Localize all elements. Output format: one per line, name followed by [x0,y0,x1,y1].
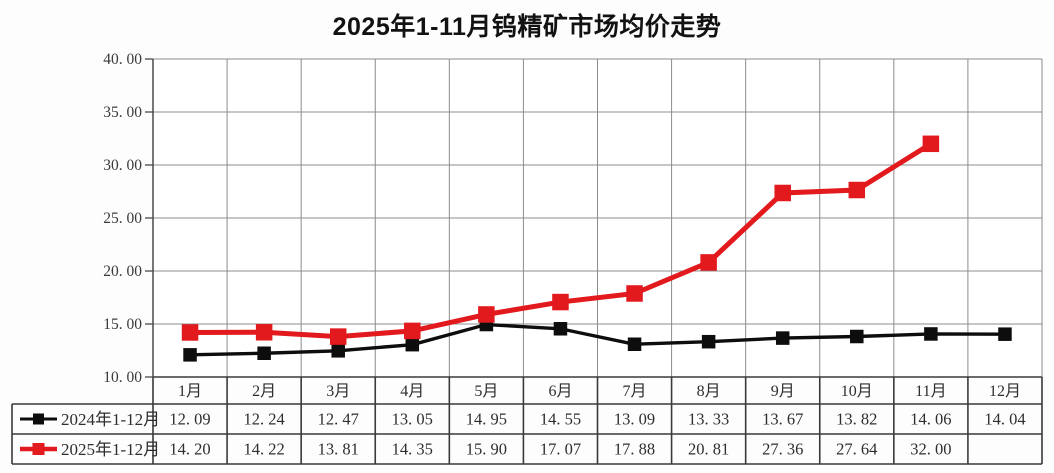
legend-label: 2024年1-12月 [61,410,160,429]
data-point-2025 [329,328,347,345]
data-point-2024 [775,331,790,345]
month-header-cell: 11月 [915,383,946,400]
data-point-2025 [848,181,866,199]
y-axis-label: 35. 00 [103,104,142,121]
month-header-cell: 8月 [697,383,721,400]
month-header-cell: 3月 [326,383,350,400]
table-cell: 15. 90 [466,440,507,459]
data-point-2024 [701,334,716,349]
y-axis-label: 20. 00 [103,263,142,280]
table-cell: 13. 81 [318,440,359,459]
table-cell: 14. 55 [540,410,581,429]
data-point-2025 [255,324,273,341]
month-header-cell: 4月 [400,383,424,400]
table-cell: 14. 20 [169,440,210,459]
month-header-cell: 5月 [474,383,498,400]
legend-marker-2025 [32,443,45,455]
y-axis-label: 30. 00 [103,157,142,174]
data-point-2025 [774,184,791,202]
data-point-2025 [404,322,421,340]
data-point-2025 [922,135,940,153]
y-axis-label: 40. 00 [103,51,142,68]
legend-marker-2024 [33,413,44,425]
data-point-2024 [331,344,345,358]
month-header-cell: 1月 [178,383,202,400]
data-point-2024 [405,337,420,352]
series-line-2024 [190,322,1005,357]
table-cell: 12. 24 [244,410,285,429]
table-cell: 13. 33 [688,410,729,429]
table-cell: 12. 09 [169,410,210,429]
table-cell: 14. 22 [244,440,285,459]
month-header-cell: 6月 [548,383,572,400]
table-cell: 27. 64 [836,440,877,459]
table-cell: 27. 36 [762,440,803,459]
table-cell: 13. 05 [392,410,433,429]
month-header-cell: 7月 [623,383,647,400]
data-point-2025 [478,306,495,323]
y-axis-label: 25. 00 [103,210,142,227]
data-point-2024 [850,329,864,344]
table-cell: 14. 04 [984,410,1025,429]
month-header-cell: 10月 [841,383,873,400]
data-point-2024 [257,346,271,361]
y-axis-label: 10. 00 [103,369,142,386]
data-point-2024 [998,327,1012,341]
data-point-2025 [181,324,199,341]
month-header-cell: 2月 [252,383,276,400]
y-axis-label: 15. 00 [103,316,142,333]
table-cell: 32. 00 [910,440,951,459]
table-cell: 14. 35 [392,440,433,459]
month-header-cell: 12月 [989,383,1021,400]
data-point-2024 [183,348,197,362]
table-cell: 17. 88 [614,440,655,459]
data-point-2025 [700,254,717,271]
table-cell: 20. 81 [688,440,729,459]
data-point-2025 [552,293,569,311]
table-cell: 13. 09 [614,410,655,429]
data-point-2025 [626,285,643,302]
legend-label: 2025年1-12月 [61,440,160,459]
data-point-2024 [553,322,568,336]
table-cell: 14. 06 [910,410,951,429]
table-cell: 13. 82 [836,410,877,429]
chart-title: 2025年1-11月钨精矿市场均价走势 [332,13,722,41]
data-point-2024 [627,337,642,351]
table-cell: 17. 07 [540,440,581,459]
table-cell: 13. 67 [762,410,803,429]
table-cell: 12. 47 [318,410,359,429]
month-header-cell: 9月 [771,383,795,400]
table-cell: 14. 95 [466,410,507,429]
data-point-2024 [924,327,938,341]
